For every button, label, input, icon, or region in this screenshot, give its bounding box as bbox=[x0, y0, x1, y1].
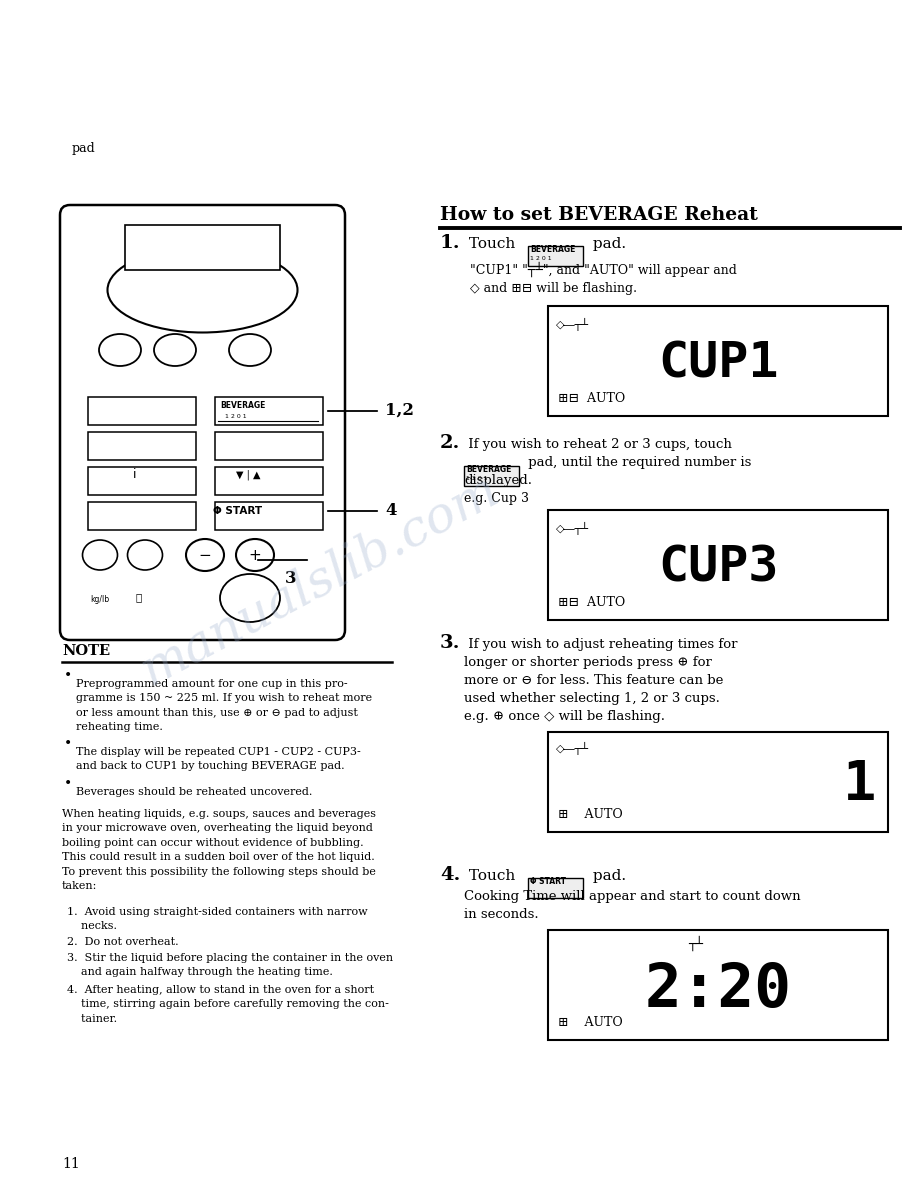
Text: displayed.: displayed. bbox=[464, 474, 532, 487]
Text: kg/lb: kg/lb bbox=[90, 595, 109, 604]
Text: •: • bbox=[64, 668, 73, 682]
Text: pad: pad bbox=[72, 143, 95, 154]
Text: 3: 3 bbox=[285, 570, 297, 587]
Text: 1.: 1. bbox=[440, 234, 461, 252]
Text: 3.: 3. bbox=[440, 634, 461, 652]
Ellipse shape bbox=[107, 247, 297, 333]
Bar bbox=[88, 503, 196, 530]
Text: If you wish to reheat 2 or 3 cups, touch: If you wish to reheat 2 or 3 cups, touch bbox=[464, 438, 732, 451]
Bar bbox=[215, 503, 323, 530]
Text: ◇ and ⊞⊟ will be flashing.: ◇ and ⊞⊟ will be flashing. bbox=[470, 282, 637, 295]
Ellipse shape bbox=[236, 539, 274, 571]
Text: BEVERAGE: BEVERAGE bbox=[530, 245, 576, 254]
Text: Touch: Touch bbox=[464, 236, 515, 251]
Text: Touch: Touch bbox=[464, 868, 515, 883]
Text: 4: 4 bbox=[385, 503, 397, 519]
Text: Preprogrammed amount for one cup in this pro-
gramme is 150 ~ 225 ml. If you wis: Preprogrammed amount for one cup in this… bbox=[76, 680, 372, 732]
Text: ⊞⊟  AUTO: ⊞⊟ AUTO bbox=[558, 596, 625, 609]
Ellipse shape bbox=[220, 574, 280, 623]
Text: ┬┴: ┬┴ bbox=[688, 936, 703, 952]
Text: ▼ | ▲: ▼ | ▲ bbox=[236, 470, 260, 480]
Text: +: + bbox=[249, 548, 262, 562]
Bar bbox=[464, 466, 519, 486]
Text: i: i bbox=[133, 468, 137, 481]
Text: 2.  Do not overheat.: 2. Do not overheat. bbox=[67, 937, 179, 947]
Bar bbox=[88, 467, 196, 495]
Ellipse shape bbox=[186, 539, 224, 571]
Text: ⊞⊟  AUTO: ⊞⊟ AUTO bbox=[558, 392, 625, 405]
Ellipse shape bbox=[83, 541, 118, 570]
Text: •: • bbox=[64, 776, 73, 790]
Text: BEVERAGE: BEVERAGE bbox=[220, 402, 265, 410]
Text: 1 2 0 1: 1 2 0 1 bbox=[530, 255, 552, 261]
Bar bbox=[88, 432, 196, 460]
Text: 2:20: 2:20 bbox=[644, 961, 791, 1020]
Ellipse shape bbox=[154, 334, 196, 366]
Text: ⊞    AUTO: ⊞ AUTO bbox=[558, 1016, 622, 1029]
Text: more or ⊖ for less. This feature can be: more or ⊖ for less. This feature can be bbox=[464, 674, 723, 687]
Text: 4.: 4. bbox=[440, 866, 460, 884]
Text: Φ START: Φ START bbox=[214, 506, 263, 516]
Text: ◇―┬┴: ◇―┬┴ bbox=[556, 522, 589, 535]
Text: ◇―┬┴: ◇―┬┴ bbox=[556, 318, 589, 331]
Bar bbox=[528, 878, 583, 898]
Text: used whether selecting 1, 2 or 3 cups.: used whether selecting 1, 2 or 3 cups. bbox=[464, 691, 720, 704]
Text: Cooking Time will appear and start to count down: Cooking Time will appear and start to co… bbox=[464, 890, 800, 903]
Text: If you wish to adjust reheating times for: If you wish to adjust reheating times fo… bbox=[464, 638, 737, 651]
Text: ◇―┬┴: ◇―┬┴ bbox=[556, 742, 589, 756]
Text: longer or shorter periods press ⊕ for: longer or shorter periods press ⊕ for bbox=[464, 656, 711, 669]
Text: 1.  Avoid using straight-sided containers with narrow
    necks.: 1. Avoid using straight-sided containers… bbox=[67, 906, 367, 931]
Text: ⊞    AUTO: ⊞ AUTO bbox=[558, 808, 622, 821]
Bar bbox=[548, 510, 888, 620]
Text: Beverages should be reheated uncovered.: Beverages should be reheated uncovered. bbox=[76, 786, 312, 797]
Text: BEVERAGE: BEVERAGE bbox=[466, 465, 511, 474]
Text: How to set BEVERAGE Reheat: How to set BEVERAGE Reheat bbox=[440, 206, 758, 225]
Text: e.g. ⊕ once ◇ will be flashing.: e.g. ⊕ once ◇ will be flashing. bbox=[464, 710, 665, 723]
Text: Φ START: Φ START bbox=[530, 877, 566, 886]
Text: "CUP1" "┬┴", and "AUTO" will appear and: "CUP1" "┬┴", and "AUTO" will appear and bbox=[470, 261, 737, 277]
Bar bbox=[215, 467, 323, 495]
Ellipse shape bbox=[229, 334, 271, 366]
Bar bbox=[548, 307, 888, 416]
Text: pad, until the required number is: pad, until the required number is bbox=[524, 456, 751, 469]
Text: pad.: pad. bbox=[588, 868, 626, 883]
Bar bbox=[548, 930, 888, 1040]
Text: manualslib.com: manualslib.com bbox=[132, 465, 508, 695]
Text: CUP3: CUP3 bbox=[658, 543, 778, 592]
Text: 1 2 0 1: 1 2 0 1 bbox=[466, 476, 487, 481]
Bar bbox=[125, 225, 280, 270]
Bar bbox=[215, 432, 323, 460]
Text: CUP1: CUP1 bbox=[658, 340, 778, 387]
Bar bbox=[88, 397, 196, 425]
Text: ⌛: ⌛ bbox=[135, 592, 141, 602]
Text: pad.: pad. bbox=[588, 236, 626, 251]
Text: e.g. Cup 3: e.g. Cup 3 bbox=[464, 492, 529, 505]
Text: 1,2: 1,2 bbox=[385, 402, 414, 419]
Bar bbox=[548, 732, 888, 832]
Text: in seconds.: in seconds. bbox=[464, 908, 539, 921]
Text: 1 2 0 1: 1 2 0 1 bbox=[225, 413, 247, 419]
Bar bbox=[528, 246, 583, 266]
Ellipse shape bbox=[99, 334, 141, 366]
Text: 11: 11 bbox=[62, 1157, 80, 1171]
Text: 4.  After heating, allow to stand in the oven for a short
    time, stirring aga: 4. After heating, allow to stand in the … bbox=[67, 985, 389, 1024]
Bar bbox=[215, 397, 323, 425]
Text: 2.: 2. bbox=[440, 434, 460, 451]
Text: 1: 1 bbox=[844, 758, 877, 810]
Text: •: • bbox=[64, 737, 73, 750]
Text: 3.  Stir the liquid before placing the container in the oven
    and again halfw: 3. Stir the liquid before placing the co… bbox=[67, 953, 393, 978]
FancyBboxPatch shape bbox=[60, 206, 345, 640]
Ellipse shape bbox=[128, 541, 162, 570]
Text: The display will be repeated CUP1 - CUP2 - CUP3-
and back to CUP1 by touching BE: The display will be repeated CUP1 - CUP2… bbox=[76, 747, 361, 771]
Text: −: − bbox=[198, 548, 211, 562]
Text: NOTE: NOTE bbox=[62, 644, 110, 658]
Text: When heating liquids, e.g. soups, sauces and beverages
in your microwave oven, o: When heating liquids, e.g. soups, sauces… bbox=[62, 809, 376, 891]
